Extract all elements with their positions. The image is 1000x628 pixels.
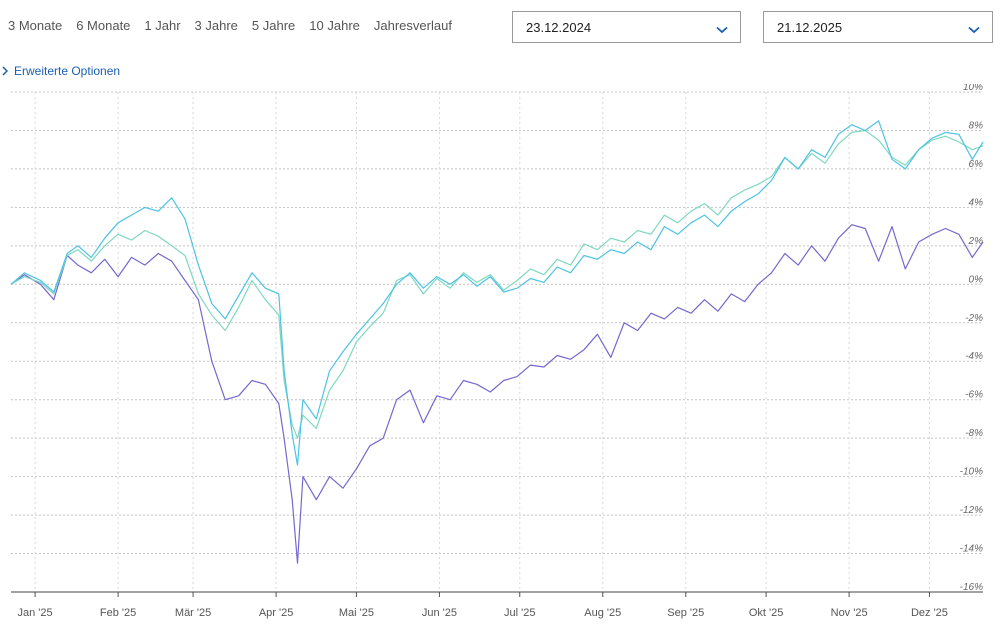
date-to-select[interactable]: 21.12.2025 bbox=[763, 11, 993, 43]
range-10-jahre[interactable]: 10 Jahre bbox=[309, 18, 360, 33]
x-axis-labels: Jan '25 Feb '25 Mär '25 Apr '25 Mai '25 Jun '… bbox=[18, 607, 948, 619]
chart-axes bbox=[11, 591, 983, 597]
x-tick-label: Apr '25 bbox=[259, 607, 294, 619]
y-tick-label: 6% bbox=[969, 159, 984, 170]
y-tick-label: -6% bbox=[965, 390, 983, 401]
range-jahresverlauf[interactable]: Jahresverlauf bbox=[373, 18, 452, 33]
y-axis-labels: 10% 8% 6% 4% 2% 0% -2% -4% -6% -8% -10% -12% -14% -16… bbox=[960, 84, 983, 593]
y-tick-label: 4% bbox=[969, 197, 984, 208]
x-tick-label: Mär '25 bbox=[175, 607, 211, 619]
advanced-options-toggle[interactable]: Erweiterte Optionen bbox=[2, 64, 120, 78]
x-tick-label: Mai '25 bbox=[339, 607, 374, 619]
chevron-down-icon bbox=[968, 26, 980, 34]
y-tick-label: -12% bbox=[960, 505, 983, 516]
y-tick-label: -14% bbox=[960, 544, 983, 555]
y-tick-label: 10% bbox=[963, 84, 983, 93]
performance-chart: 10% 8% 6% 4% 2% 0% -2% -4% -6% -8% -10% -12% -14% -16… bbox=[10, 84, 984, 619]
y-tick-label: -16% bbox=[960, 582, 983, 593]
advanced-options-label: Erweiterte Optionen bbox=[14, 64, 121, 78]
chevron-right-icon bbox=[2, 66, 8, 76]
chart-grid bbox=[11, 91, 983, 592]
x-tick-label: Okt '25 bbox=[749, 607, 784, 619]
x-tick-label: Jun '25 bbox=[422, 607, 457, 619]
series-line-3 bbox=[10, 120, 984, 466]
chevron-down-icon bbox=[716, 26, 728, 34]
x-tick-label: Nov '25 bbox=[831, 607, 868, 619]
y-tick-label: 2% bbox=[968, 236, 984, 247]
y-tick-label: -2% bbox=[965, 313, 983, 324]
range-5-jahre[interactable]: 5 Jahre bbox=[251, 18, 296, 33]
range-1-jahr[interactable]: 1 Jahr bbox=[144, 18, 181, 33]
y-tick-label: 0% bbox=[969, 274, 984, 285]
y-tick-label: 8% bbox=[969, 120, 984, 131]
chart-series bbox=[10, 120, 984, 564]
series-line-2 bbox=[10, 129, 984, 439]
range-3-monate[interactable]: 3 Monate bbox=[8, 18, 63, 33]
y-tick-label: -4% bbox=[965, 351, 983, 362]
x-tick-label: Jan '25 bbox=[18, 607, 53, 619]
date-to-value: 21.12.2025 bbox=[777, 20, 843, 35]
date-from-select[interactable]: 23.12.2024 bbox=[512, 11, 741, 43]
x-tick-label: Sep '25 bbox=[667, 607, 704, 619]
x-tick-label: Dez '25 bbox=[911, 607, 948, 619]
range-3-jahre[interactable]: 3 Jahre bbox=[194, 18, 238, 33]
range-selector: 3 Monate 6 Monate 1 Jahr 3 Jahre 5 Jahre… bbox=[8, 18, 452, 33]
series-line-1 bbox=[10, 224, 984, 564]
date-from-value: 23.12.2024 bbox=[526, 20, 592, 35]
y-tick-label: -8% bbox=[965, 428, 983, 439]
y-tick-label: -10% bbox=[960, 467, 983, 478]
x-tick-label: Jul '25 bbox=[504, 607, 535, 619]
x-tick-label: Aug '25 bbox=[584, 607, 621, 619]
x-tick-label: Feb '25 bbox=[100, 607, 136, 619]
range-6-monate[interactable]: 6 Monate bbox=[76, 18, 131, 33]
